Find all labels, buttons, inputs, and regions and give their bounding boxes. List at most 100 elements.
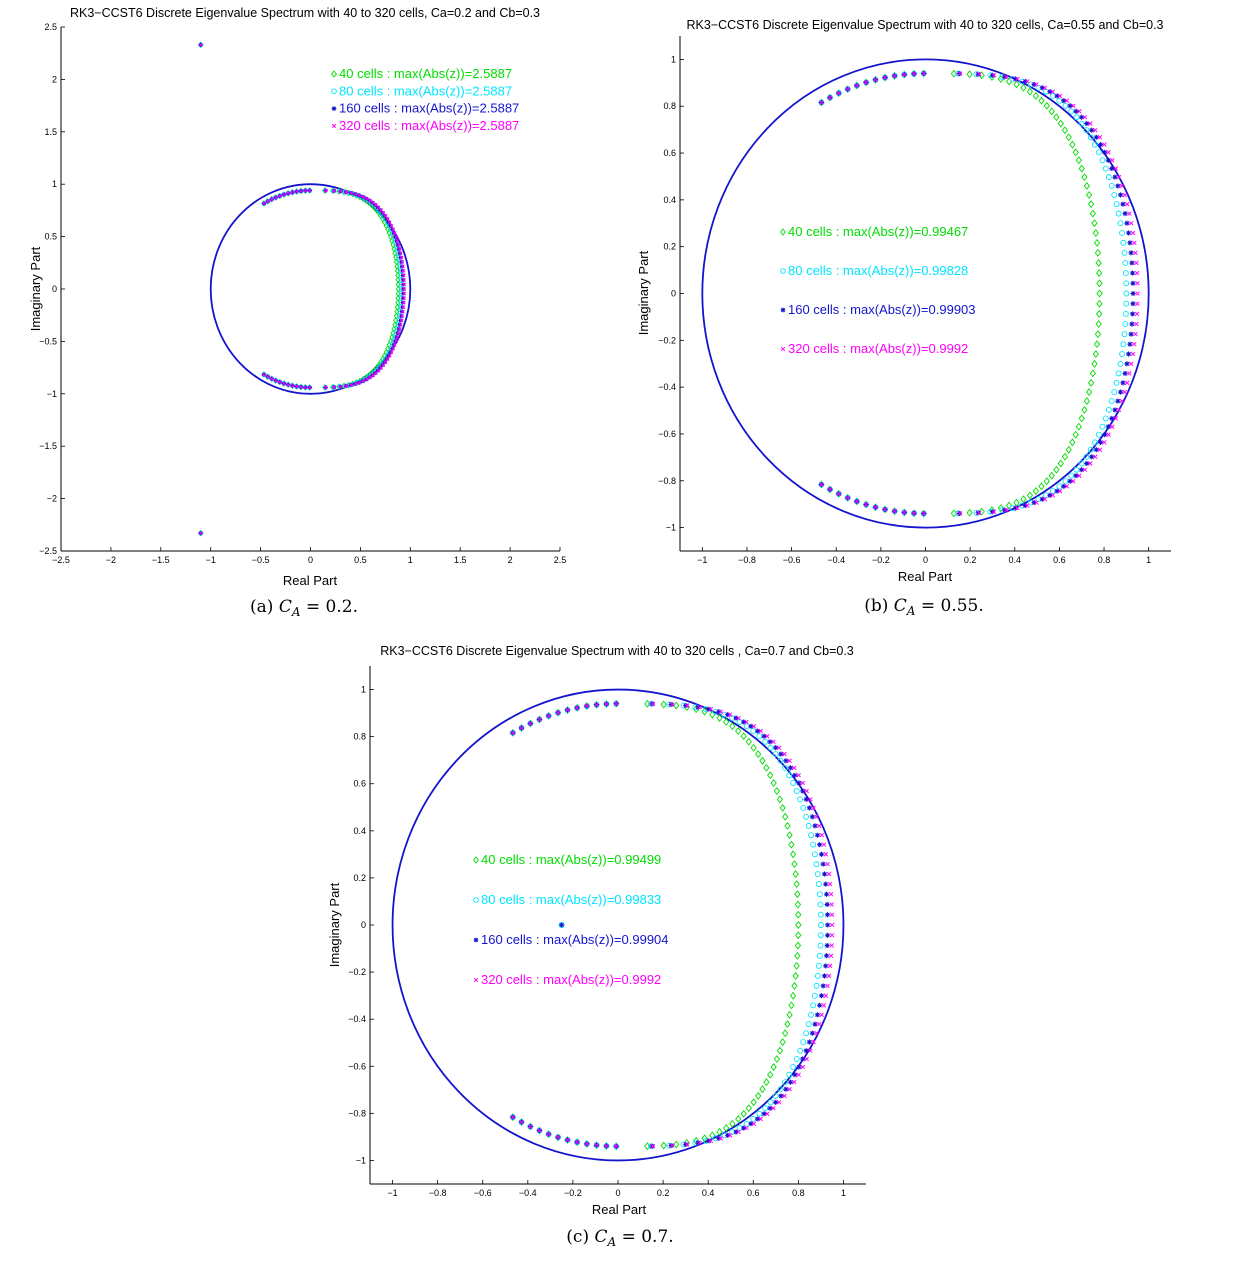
- data-point: [1079, 114, 1085, 120]
- data-point: [1084, 121, 1090, 127]
- data-point: [791, 981, 798, 990]
- data-point: [1039, 85, 1045, 91]
- data-point: [773, 1099, 779, 1105]
- data-point: [956, 71, 962, 77]
- legend-marker: [331, 123, 337, 129]
- data-point: [1093, 238, 1101, 247]
- data-point: [825, 861, 830, 867]
- data-point: [779, 804, 786, 812]
- x-tick-label: −2.5: [52, 555, 70, 565]
- data-point: [789, 991, 797, 1000]
- data-point: [816, 952, 823, 959]
- data-point: [1109, 415, 1115, 421]
- x-tick-label: 0.5: [354, 555, 367, 565]
- legend-entry: 80 cells : max(Abs(z))=0.99828: [788, 263, 968, 278]
- data-point: [812, 823, 818, 829]
- data-point: [1061, 452, 1069, 461]
- data-point: [1098, 439, 1104, 445]
- data-point: [397, 247, 402, 251]
- data-point: [756, 733, 763, 740]
- data-point: [1057, 93, 1063, 99]
- figure-caption: (b) CA = 0.55.: [864, 596, 984, 618]
- data-point: [882, 507, 888, 512]
- data-point: [394, 238, 399, 243]
- data-point: [767, 1070, 774, 1079]
- series-1: [818, 69, 1103, 518]
- data-point: [1004, 507, 1009, 513]
- data-point: [814, 1012, 821, 1018]
- series-2: [818, 70, 1130, 517]
- data-point: [804, 788, 809, 794]
- data-point: [555, 1135, 561, 1140]
- series-4: [198, 42, 407, 536]
- data-point: [756, 1110, 763, 1117]
- data-point: [863, 80, 869, 85]
- data-point: [1005, 501, 1013, 510]
- data-point: [385, 357, 390, 361]
- data-point: [1124, 201, 1130, 207]
- data-point: [825, 922, 831, 928]
- data-point: [565, 1137, 570, 1143]
- data-point: [759, 756, 766, 765]
- y-tick-label: 0.4: [353, 826, 366, 836]
- legend-entry: 320 cells : max(Abs(z))=0.9992: [481, 972, 661, 987]
- data-point: [772, 751, 779, 758]
- x-axis-label: Real Part: [592, 1202, 647, 1217]
- x-tick-label: 0.8: [1098, 555, 1111, 565]
- data-point: [1127, 341, 1133, 347]
- data-point: [790, 1064, 797, 1070]
- data-point: [1127, 371, 1132, 376]
- data-point: [966, 508, 973, 517]
- data-point: [1127, 240, 1133, 246]
- legend-marker: [473, 856, 479, 864]
- data-point: [1042, 85, 1048, 91]
- data-point: [811, 851, 818, 858]
- data-point: [783, 758, 789, 764]
- data-point: [797, 796, 804, 803]
- data-point: [819, 100, 824, 105]
- data-point: [1128, 331, 1134, 337]
- data-point: [1078, 460, 1085, 467]
- y-tick-label: 0.6: [663, 148, 676, 158]
- data-point: [1122, 321, 1129, 328]
- data-point: [519, 725, 524, 731]
- y-tick-label: 2.5: [44, 22, 57, 32]
- data-point: [741, 1125, 747, 1131]
- data-point: [389, 223, 394, 228]
- data-point: [701, 707, 708, 716]
- data-point: [344, 190, 349, 194]
- data-point: [800, 1064, 806, 1070]
- data-point: [1056, 483, 1063, 490]
- data-point: [800, 788, 806, 794]
- data-point: [401, 305, 406, 310]
- data-point: [1129, 321, 1135, 327]
- data-point: [660, 1141, 667, 1150]
- data-point: [808, 832, 814, 839]
- data-point: [361, 195, 366, 199]
- data-point: [793, 880, 800, 889]
- data-point: [764, 733, 770, 739]
- data-point: [1097, 447, 1103, 453]
- data-point: [824, 901, 830, 908]
- data-point: [1065, 445, 1072, 454]
- data-point: [402, 296, 407, 301]
- data-point: [1096, 279, 1103, 288]
- data-point: [528, 721, 533, 726]
- data-point: [1092, 229, 1099, 237]
- x-tick-label: −1: [387, 1188, 397, 1198]
- y-tick-label: 0.8: [353, 732, 366, 742]
- data-point: [1064, 484, 1070, 489]
- x-tick-label: 0.2: [657, 1188, 670, 1198]
- data-point: [892, 508, 897, 514]
- y-tick-label: −0.2: [658, 335, 676, 345]
- data-point: [991, 73, 997, 78]
- data-point: [854, 83, 860, 88]
- data-point: [1026, 87, 1034, 96]
- data-point: [758, 728, 764, 734]
- y-tick-label: −0.5: [39, 336, 57, 346]
- data-point: [1096, 289, 1103, 298]
- data-point: [1062, 102, 1069, 109]
- data-point: [1065, 133, 1072, 142]
- data-point: [697, 704, 702, 710]
- data-point: [400, 300, 405, 305]
